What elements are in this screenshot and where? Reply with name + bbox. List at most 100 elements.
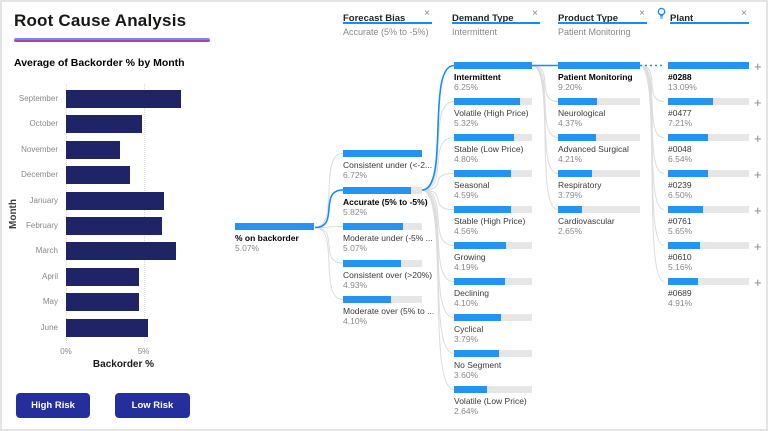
bar[interactable] bbox=[66, 267, 139, 286]
expand-plus-icon[interactable]: + bbox=[754, 131, 762, 146]
tree-root-node[interactable]: % on backorder 5.07% bbox=[235, 223, 314, 253]
bar[interactable] bbox=[66, 140, 121, 159]
node-label: Intermittent bbox=[454, 72, 501, 82]
node-label: #0610 bbox=[668, 252, 692, 262]
page-title: Root Cause Analysis bbox=[14, 11, 187, 30]
tree-node[interactable]: Cardiovascular 2.65% bbox=[558, 206, 640, 236]
close-icon[interactable]: × bbox=[424, 8, 430, 19]
expand-plus-icon[interactable]: + bbox=[754, 167, 762, 182]
node-value: 4.59% bbox=[454, 190, 479, 200]
node-bar-fill bbox=[558, 98, 597, 105]
node-bar-track bbox=[558, 134, 640, 141]
bar[interactable] bbox=[66, 293, 139, 312]
tree-node[interactable]: #0477 7.21% bbox=[668, 98, 749, 128]
node-value: 5.32% bbox=[454, 118, 479, 128]
title-underline bbox=[14, 38, 210, 42]
bar[interactable] bbox=[66, 242, 177, 261]
tree-node[interactable]: Consistent under (<-2... 6.72% bbox=[343, 150, 432, 180]
tree-level-header-forecast-bias: Forecast Bias × bbox=[343, 8, 432, 24]
tree-node[interactable]: Moderate under (-5% ... 5.07% bbox=[343, 223, 433, 253]
bar[interactable] bbox=[66, 166, 130, 185]
tree-node[interactable]: Intermittent 6.25% bbox=[454, 62, 532, 92]
tree-node[interactable]: #0288 13.09% bbox=[668, 62, 749, 92]
node-bar-fill bbox=[454, 134, 514, 141]
node-bar-fill bbox=[343, 186, 411, 194]
tree-node[interactable]: #0610 5.16% bbox=[668, 242, 749, 272]
node-bar-fill bbox=[454, 206, 511, 213]
header-underline bbox=[452, 22, 540, 24]
tree-node[interactable]: No Segment 3.60% bbox=[454, 350, 532, 380]
tree-node[interactable]: Seasonal 4.59% bbox=[454, 170, 532, 200]
close-icon[interactable]: × bbox=[639, 8, 645, 19]
tree-node[interactable]: Volatile (High Price) 5.32% bbox=[454, 98, 532, 128]
tree-node[interactable]: Consistent over (>20%) 4.93% bbox=[343, 259, 432, 290]
header-selected-value: Patient Monitoring bbox=[558, 27, 631, 37]
node-bar-fill bbox=[454, 170, 511, 177]
node-value: 6.54% bbox=[668, 154, 693, 164]
tree-node[interactable]: Accurate (5% to -5%) 5.82% bbox=[343, 186, 428, 217]
node-value: 5.07% bbox=[343, 243, 368, 253]
node-bar-fill bbox=[668, 242, 700, 249]
category-label: December bbox=[21, 170, 58, 180]
node-bar-track bbox=[668, 170, 749, 177]
tree-node[interactable]: Neurological 4.37% bbox=[558, 98, 640, 128]
header-label: Product Type bbox=[558, 13, 618, 24]
tree-node[interactable]: Stable (Low Price) 4.80% bbox=[454, 134, 532, 164]
tree-node[interactable]: Patient Monitoring 9.20% bbox=[558, 62, 640, 92]
tree-node[interactable]: #0689 4.91% bbox=[668, 278, 749, 308]
tree-node[interactable]: #0761 5.65% bbox=[668, 206, 749, 236]
node-bar-track bbox=[668, 242, 749, 249]
tree-node[interactable]: Respiratory 3.79% bbox=[558, 170, 640, 200]
node-value: 6.72% bbox=[343, 170, 368, 180]
node-value: 4.10% bbox=[343, 316, 368, 326]
high-risk-button[interactable]: High Risk bbox=[16, 393, 90, 418]
expand-plus-icon[interactable]: + bbox=[754, 59, 762, 74]
node-bar-fill bbox=[668, 98, 713, 105]
header-underline bbox=[558, 22, 647, 24]
tree-node[interactable]: Cyclical 3.79% bbox=[454, 314, 532, 344]
expand-plus-icon[interactable]: + bbox=[754, 275, 762, 290]
node-label: Consistent under (<-2... bbox=[343, 160, 433, 170]
header-label: Forecast Bias bbox=[343, 13, 406, 24]
close-icon[interactable]: × bbox=[532, 8, 538, 19]
node-bar-fill bbox=[454, 62, 532, 69]
tree-node[interactable]: Stable (High Price) 4.56% bbox=[454, 206, 532, 236]
node-bar-fill bbox=[558, 170, 592, 177]
node-bar-track bbox=[668, 62, 749, 69]
node-bar-fill bbox=[668, 134, 708, 141]
expand-plus-icon[interactable]: + bbox=[754, 239, 762, 254]
node-label: #0477 bbox=[668, 108, 692, 118]
node-label: Volatile (High Price) bbox=[454, 108, 529, 118]
node-value: 4.56% bbox=[454, 226, 479, 236]
node-label: #0239 bbox=[668, 180, 692, 190]
tree-node[interactable]: Moderate over (5% to ... 4.10% bbox=[343, 296, 434, 326]
node-value: 2.65% bbox=[558, 226, 583, 236]
node-bar-track bbox=[558, 206, 640, 213]
bar[interactable] bbox=[66, 191, 164, 210]
x-tick-label: 0% bbox=[60, 347, 72, 356]
tree-node[interactable]: #0048 6.54% bbox=[668, 134, 749, 164]
node-bar-track bbox=[454, 314, 532, 321]
tree-node[interactable]: Growing 4.19% bbox=[454, 242, 532, 272]
category-label: May bbox=[42, 297, 58, 307]
bar[interactable] bbox=[66, 115, 142, 134]
expand-plus-icon[interactable]: + bbox=[754, 95, 762, 110]
close-icon[interactable]: × bbox=[741, 8, 747, 19]
header-selected-value: Accurate (5% to -5%) bbox=[343, 27, 429, 37]
expand-plus-icon[interactable]: + bbox=[754, 203, 762, 218]
tree-node[interactable]: Declining 4.10% bbox=[454, 278, 532, 308]
bar[interactable] bbox=[66, 318, 149, 337]
tree-node[interactable]: Advanced Surgical 4.21% bbox=[558, 134, 640, 164]
node-bar-track bbox=[454, 242, 532, 249]
tree-node[interactable]: Volatile (Low Price) 2.64% bbox=[454, 386, 532, 416]
tree-node[interactable]: #0239 6.50% bbox=[668, 170, 749, 200]
bar[interactable] bbox=[66, 217, 163, 235]
bar[interactable] bbox=[66, 90, 181, 108]
node-bar-track bbox=[454, 278, 532, 285]
low-risk-button[interactable]: Low Risk bbox=[115, 393, 190, 418]
node-value: 9.20% bbox=[558, 82, 583, 92]
node-bar-track bbox=[454, 134, 532, 141]
node-label: #0048 bbox=[668, 144, 692, 154]
header-label: Plant bbox=[670, 13, 694, 24]
